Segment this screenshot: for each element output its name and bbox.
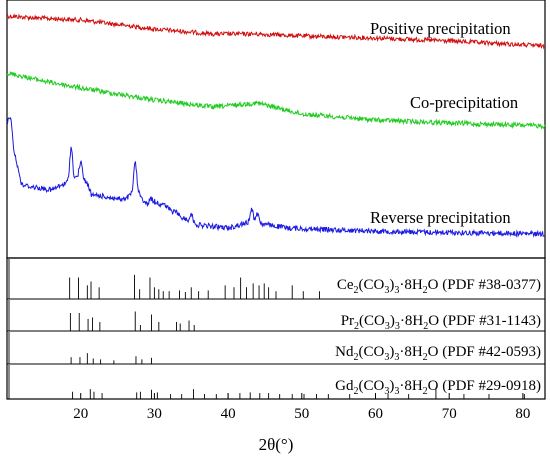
x-tick-label: 70 (442, 406, 457, 422)
reference-label-gd: Gd2(CO3)3·8H2O (PDF #29-0918) (335, 378, 541, 397)
reference-label-ce: Ce2(CO3)3·8H2O (PDF #38-0377) (337, 277, 541, 296)
series-layer (6, 13, 546, 238)
x-tick-label: 20 (73, 406, 88, 422)
series-reverse-precipitation (6, 116, 546, 238)
reference-label-nd: Nd2(CO3)3·8H2O (PDF #42-0593) (335, 344, 541, 363)
series-positive-precipitation (6, 13, 546, 50)
x-tick-label: 50 (294, 406, 309, 422)
series-label-positive: Positive precipitation (370, 19, 511, 38)
x-axis-title: 2θ(°) (259, 435, 294, 454)
x-tick-label: 40 (221, 406, 236, 422)
reference-layer: Ce2(CO3)3·8H2O (PDF #38-0377) Pr2(CO3)3·8… (7, 259, 545, 399)
series-label-co: Co-precipitation (410, 93, 518, 112)
x-tick-label: 60 (368, 406, 383, 422)
x-tick-label: 30 (147, 406, 162, 422)
series-label-reverse: Reverse precipitation (370, 208, 511, 227)
x-axis-ticks: 20 30 40 50 60 70 80 (73, 393, 530, 422)
series-co-precipitation (6, 71, 546, 130)
x-tick-label: 80 (515, 406, 530, 422)
reference-panel-frame (6, 257, 546, 400)
reference-label-pr: Pr2(CO3)3·8H2O (PDF #31-1143) (341, 313, 541, 332)
